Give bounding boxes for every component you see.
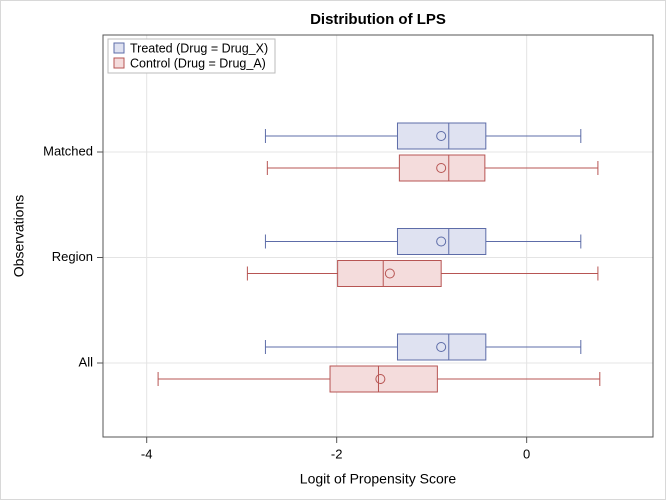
x-tick-label: -4 [141,446,153,461]
y-axis-label: Observations [11,195,27,277]
x-axis-label: Logit of Propensity Score [300,471,457,487]
legend-label: Treated (Drug = Drug_X) [130,41,268,55]
box [396,122,487,150]
box [337,260,442,287]
y-tick-label: Matched [43,143,93,158]
legend-frame [107,38,276,74]
chart-title: Distribution of LPS [310,11,446,28]
legend-label: Control (Drug = Drug_A) [130,56,266,70]
box [396,333,487,361]
y-tick-label: All [79,354,94,369]
mean-marker [436,342,447,352]
x-tick-label: 0 [523,446,530,461]
legend-swatch [113,57,125,69]
box [329,365,438,393]
plot-frame [102,34,654,438]
mean-marker [436,163,447,173]
mean-marker [384,268,395,279]
legend-swatch [113,42,125,54]
x-tick-label: -2 [331,446,343,461]
box [396,228,487,255]
y-tick-label: Region [52,249,93,264]
box [398,154,486,182]
mean-marker [436,236,447,247]
mean-marker [436,131,447,141]
mean-marker [375,374,386,384]
